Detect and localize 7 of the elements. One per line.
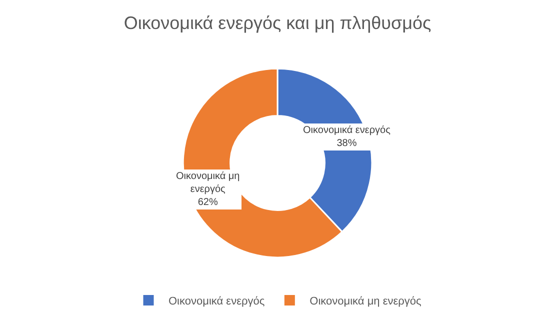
data-label: 62% [198, 197, 218, 208]
data-label: 38% [336, 138, 357, 149]
legend-label: Οικονομικά ενεργός [168, 296, 265, 308]
slice-label: Οικονομικά μη ενεργός [176, 171, 240, 195]
legend-label: Οικονομικά μη ενεργός [310, 296, 422, 308]
slice-label: Οικονομικά ενεργός [303, 125, 391, 136]
chart-title: Οικονομικά ενεργός και μη πληθυσμός [124, 12, 432, 33]
